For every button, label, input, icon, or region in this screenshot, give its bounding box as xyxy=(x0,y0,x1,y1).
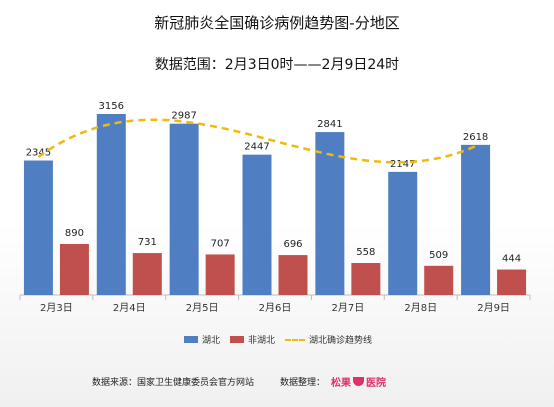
data-label-hubei: 2987 xyxy=(171,111,196,122)
data-label-non-hubei: 696 xyxy=(283,239,302,250)
bar-hubei xyxy=(23,160,53,295)
legend: 湖北 非湖北 湖北确诊趋势线 xyxy=(184,333,372,346)
x-tick-label: 2月6日 xyxy=(259,302,292,314)
logo-text: 松果 xyxy=(331,378,352,389)
legend-swatch-trend xyxy=(285,338,306,341)
x-tick-label: 2月3日 xyxy=(40,302,73,314)
bar-hubei xyxy=(388,171,418,295)
x-tick-label: 2月7日 xyxy=(331,302,364,314)
x-tick-label: 2月4日 xyxy=(113,302,146,314)
legend-swatch-hubei xyxy=(184,336,198,343)
bar-non-hubei xyxy=(59,243,89,295)
legend-label-trend: 湖北确诊趋势线 xyxy=(309,336,373,346)
bar-non-hubei xyxy=(497,269,527,295)
legend-item-hubei: 湖北 xyxy=(184,333,220,346)
footer: 数据来源：国家卫生健康委员会官方网站 数据整理： 松果 医院 xyxy=(92,374,386,389)
data-label-non-hubei: 707 xyxy=(211,238,230,249)
legend-label-non-hubei: 非湖北 xyxy=(248,336,276,346)
data-label-non-hubei: 444 xyxy=(502,254,521,265)
bar-chart: 2345 890 2月3日 3156 731 2月4日 2987 707 2月5日 2447 696… xyxy=(19,101,531,314)
data-label-non-hubei: 558 xyxy=(356,247,375,258)
x-tick-label: 2月9日 xyxy=(477,302,510,314)
bar-non-hubei xyxy=(205,254,235,295)
legend-swatch-non-hubei xyxy=(230,336,245,343)
bar-hubei xyxy=(96,113,126,296)
bar-hubei xyxy=(242,154,272,295)
logo-text-2: 医院 xyxy=(366,378,387,389)
logo: 松果 医院 xyxy=(331,374,386,389)
chart-title: 新冠肺炎全国确诊病例趋势图-分地区 xyxy=(154,14,400,32)
data-compiler-label: 数据整理： xyxy=(280,378,326,388)
bar-non-hubei xyxy=(278,255,308,295)
data-source: 数据来源：国家卫生健康委员会官方网站 xyxy=(92,378,255,388)
chart-subtitle: 数据范围：2月3日0时——2月9日24时 xyxy=(154,57,400,73)
trend-line-hubei xyxy=(37,118,477,164)
data-label-hubei: 2147 xyxy=(390,159,415,170)
bar-non-hubei xyxy=(351,262,381,295)
data-label-non-hubei: 509 xyxy=(429,250,448,261)
legend-item-trend: 湖北确诊趋势线 xyxy=(285,333,372,346)
bar-non-hubei xyxy=(424,265,454,295)
data-label-hubei: 2841 xyxy=(317,119,342,130)
data-label-non-hubei: 890 xyxy=(65,228,84,239)
logo-cup-icon xyxy=(353,377,365,386)
bar-hubei xyxy=(461,144,491,295)
bar-hubei xyxy=(169,123,199,295)
legend-item-non-hubei: 非湖北 xyxy=(230,333,275,346)
x-tick-label: 2月8日 xyxy=(404,302,437,314)
data-label-hubei: 2618 xyxy=(463,132,488,143)
legend-label-hubei: 湖北 xyxy=(202,336,221,346)
data-label-non-hubei: 731 xyxy=(138,237,157,248)
bar-hubei xyxy=(315,132,345,295)
x-tick-label: 2月5日 xyxy=(186,302,219,314)
data-label-hubei: 2447 xyxy=(244,142,269,153)
bar-non-hubei xyxy=(132,253,162,295)
data-label-hubei: 3156 xyxy=(99,101,124,112)
data-label-hubei: 2345 xyxy=(26,148,51,159)
